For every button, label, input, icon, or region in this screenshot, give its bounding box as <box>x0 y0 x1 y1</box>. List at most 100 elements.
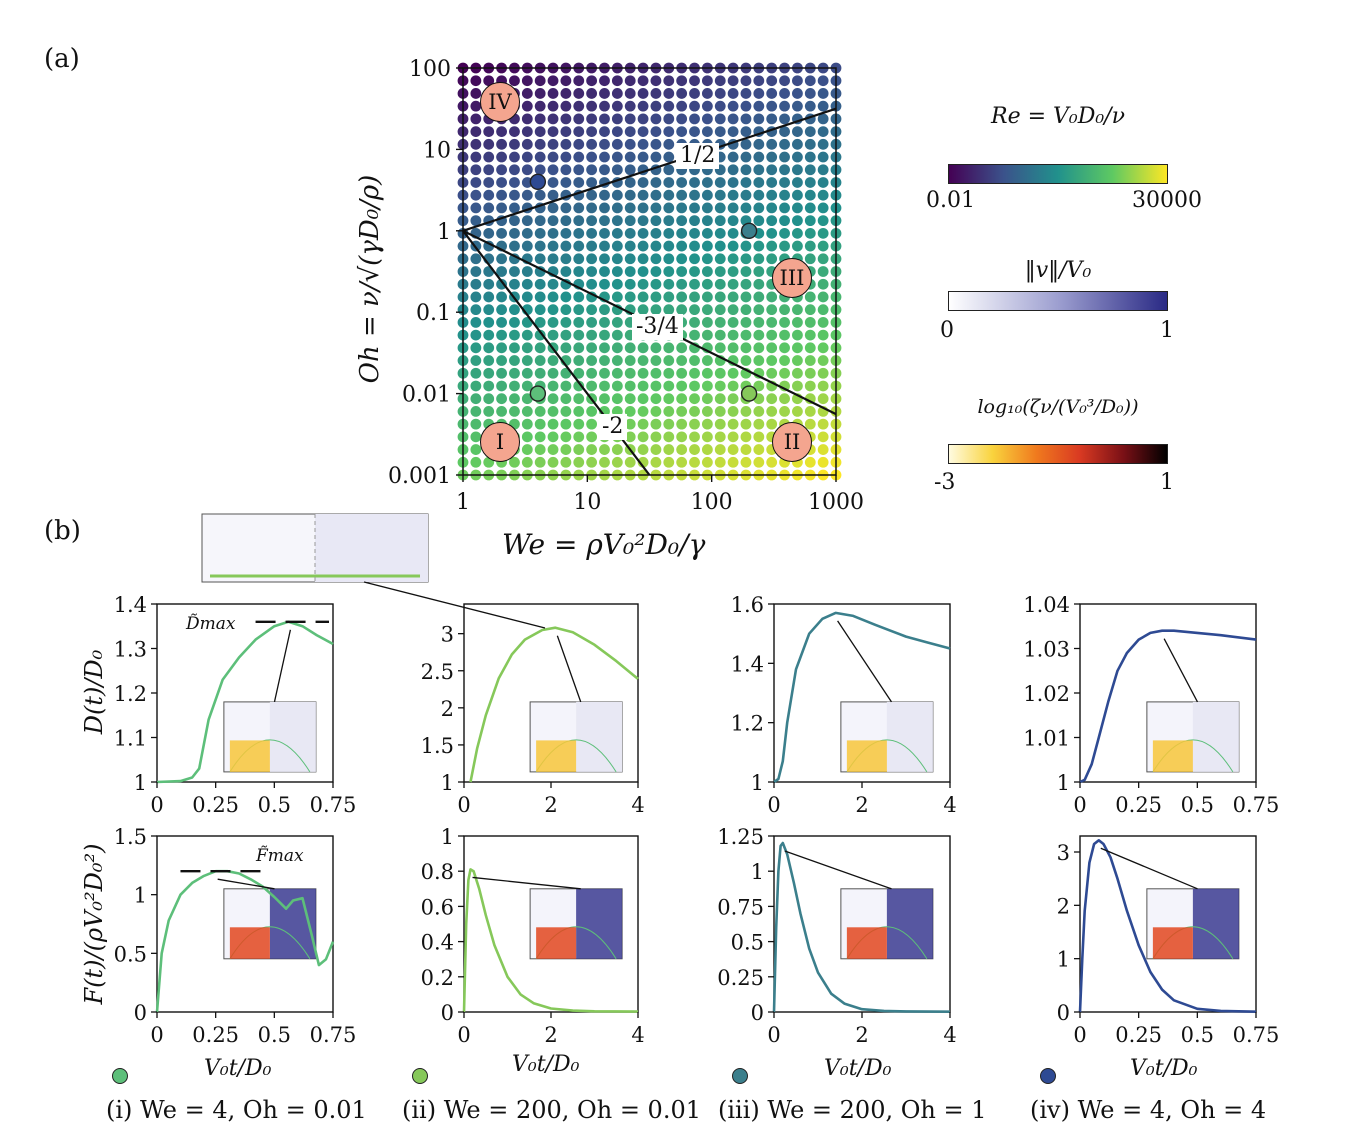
phase-point <box>521 406 533 417</box>
phase-point <box>804 253 816 265</box>
spread-ii-x-tick-label: 2 <box>544 793 557 817</box>
phase-y-tick-label: 1 <box>437 220 451 245</box>
phase-point <box>804 393 816 405</box>
phase-point <box>817 418 829 430</box>
phase-point <box>714 278 726 290</box>
phase-point <box>509 406 520 417</box>
legend-dot-iii <box>732 1068 748 1084</box>
phase-point <box>483 227 495 239</box>
phase-point <box>534 266 546 277</box>
region-iii: III <box>772 258 812 298</box>
phase-point <box>573 304 585 316</box>
phase-point <box>509 456 520 468</box>
phase-point <box>766 406 778 417</box>
force-iii-y-tick-label: 0 <box>751 1001 764 1025</box>
phase-point <box>611 444 623 455</box>
phase-point <box>817 151 829 163</box>
phase-point <box>817 456 829 468</box>
phase-point <box>676 367 688 379</box>
phase-point <box>753 418 765 430</box>
phase-point <box>534 113 546 125</box>
phase-point <box>547 164 559 176</box>
phase-point <box>689 75 700 87</box>
phase-point <box>521 380 533 392</box>
phase-point <box>483 304 495 316</box>
phase-point <box>663 367 675 379</box>
phase-point <box>792 189 803 201</box>
phase-point <box>817 113 829 125</box>
phase-point <box>611 367 623 379</box>
phase-map-frame <box>462 67 837 476</box>
phase-point <box>650 431 662 443</box>
phase-point <box>611 126 623 137</box>
phase-point <box>611 227 623 239</box>
phase-point <box>573 329 585 341</box>
phase-point <box>650 253 662 265</box>
phase-point <box>470 355 482 366</box>
phase-point <box>560 164 572 176</box>
phase-point <box>521 393 533 405</box>
phase-point <box>547 380 559 392</box>
phase-point <box>496 406 507 417</box>
phase-point <box>637 291 649 303</box>
force-iii-x-tick-label: 0 <box>767 1023 780 1047</box>
phase-point <box>560 202 572 214</box>
phase-point <box>753 164 765 176</box>
spread-iii-y-tick-label: 1.6 <box>731 593 764 617</box>
phase-point <box>547 240 559 252</box>
phase-point <box>637 355 649 366</box>
force-iii-y-tick-label: 0.5 <box>731 931 764 955</box>
phase-point <box>766 253 778 265</box>
phase-map-y-label: Oh = ν/√(γD₀/ρ) <box>355 174 385 384</box>
phase-map-x-label: We = ρV₀²D₀/γ <box>502 528 706 561</box>
phase-point <box>650 380 662 392</box>
phase-point <box>586 431 598 443</box>
phase-point <box>560 329 572 341</box>
phase-point <box>817 316 829 328</box>
force-i-x-tick-label: 0.5 <box>258 1023 291 1047</box>
phase-point <box>663 393 675 405</box>
phase-point <box>804 227 816 239</box>
phase-point <box>792 100 803 112</box>
phase-point <box>779 100 790 112</box>
phase-point <box>560 177 572 188</box>
phase-point <box>470 444 482 455</box>
phase-point <box>804 240 816 252</box>
phase-point <box>804 151 816 163</box>
phase-point <box>676 456 688 468</box>
legend-dot-iv <box>1040 1068 1056 1084</box>
phase-point <box>496 151 507 163</box>
phase-point <box>560 113 572 125</box>
force-iii-y-tick-label: 1 <box>751 860 764 884</box>
phase-point <box>586 456 598 468</box>
phase-point <box>753 316 765 328</box>
spread-ii-snapshot-inset <box>529 701 623 773</box>
spread-iii-y-tick-label: 1 <box>751 771 764 795</box>
phase-point <box>560 138 572 150</box>
phase-point <box>624 100 636 112</box>
phase-point <box>496 126 507 137</box>
phase-point <box>599 215 610 227</box>
phase-point <box>599 240 610 252</box>
slope-label-half: 1/2 <box>676 143 720 169</box>
phase-point <box>573 88 585 99</box>
phase-point <box>753 113 765 125</box>
phase-point <box>714 88 726 99</box>
phase-point <box>521 227 533 239</box>
phase-point <box>701 304 713 316</box>
phase-point <box>624 202 636 214</box>
phase-point <box>586 100 598 112</box>
phase-point <box>637 418 649 430</box>
phase-point <box>611 266 623 277</box>
phase-point <box>650 202 662 214</box>
phase-point <box>611 342 623 354</box>
force-i-y-tick-label: 1.5 <box>114 825 147 849</box>
spread-i-snapshot-inset <box>223 701 317 773</box>
phase-point <box>676 113 688 125</box>
phase-point <box>547 406 559 417</box>
phase-point <box>689 215 700 227</box>
phase-point <box>637 266 649 277</box>
phase-point <box>573 253 585 265</box>
phase-point <box>521 113 533 125</box>
force-iv-pointer-arrow <box>1100 847 1198 890</box>
